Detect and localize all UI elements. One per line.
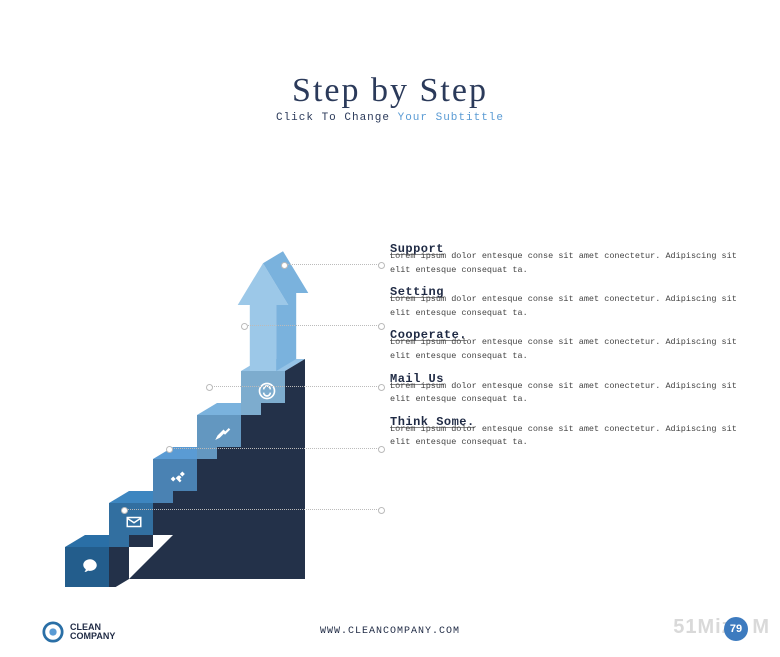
footer: CLEAN COMPANY WWW.CLEANCOMPANY.COM 51Miz…	[0, 613, 780, 643]
leader-line-4	[125, 509, 381, 510]
watermark: 51Miz . M	[673, 616, 770, 639]
logo-icon	[42, 621, 64, 643]
step-body: Lorem ipsum dolor entesque conse sit ame…	[390, 293, 740, 320]
subtitle: Click To Change Your Subtittle	[0, 112, 780, 124]
chat-icon	[81, 557, 105, 581]
company-line2: COMPANY	[70, 632, 115, 641]
page-number-badge: 79	[724, 617, 748, 641]
step-body: Lorem ipsum dolor entesque conse sit ame…	[390, 250, 740, 277]
step-text-2: Cooperate.Lorem ipsum dolor entesque con…	[390, 328, 740, 363]
company-line1: CLEAN	[70, 623, 115, 632]
subtitle-part-a: Click To Change	[276, 112, 398, 124]
tools-icon	[213, 425, 237, 449]
leader-line-0	[285, 264, 381, 265]
subtitle-part-b: Your Subtittle	[398, 112, 504, 124]
leader-line-2	[210, 386, 381, 387]
step-text-column: SupportLorem ipsum dolor entesque conse …	[390, 242, 740, 458]
step-text-1: SettingLorem ipsum dolor entesque conse …	[390, 285, 740, 320]
step-text-3: Mail UsLorem ipsum dolor entesque conse …	[390, 372, 740, 407]
step-text-4: Think Some.Lorem ipsum dolor entesque co…	[390, 415, 740, 450]
mail-icon	[125, 513, 149, 537]
step-text-0: SupportLorem ipsum dolor entesque conse …	[390, 242, 740, 277]
leader-line-1	[245, 325, 381, 326]
step-body: Lorem ipsum dolor entesque conse sit ame…	[390, 336, 740, 363]
page-title: Step by Step	[0, 72, 780, 110]
stair-infographic	[55, 227, 315, 577]
step-body: Lorem ipsum dolor entesque conse sit ame…	[390, 380, 740, 407]
leader-line-3	[170, 448, 381, 449]
logo-text: CLEAN COMPANY	[70, 623, 115, 642]
handshake-icon	[169, 469, 193, 493]
footer-url: WWW.CLEANCOMPANY.COM	[320, 626, 460, 637]
step-body: Lorem ipsum dolor entesque conse sit ame…	[390, 423, 740, 450]
title-block: Step by Step Click To Change Your Subtit…	[0, 72, 780, 124]
support-icon	[257, 381, 281, 405]
company-logo: CLEAN COMPANY	[42, 621, 115, 643]
stair-svg	[55, 227, 315, 587]
